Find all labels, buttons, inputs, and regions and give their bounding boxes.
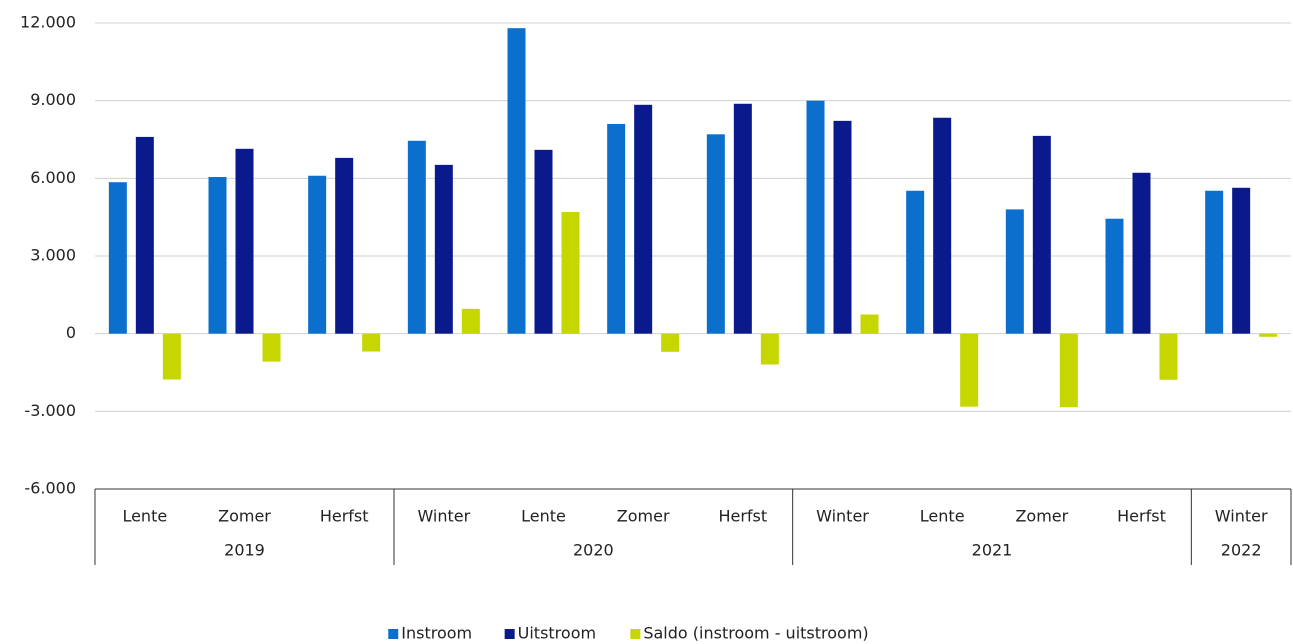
bar [706,134,725,334]
bar [534,149,553,334]
bar [607,123,626,334]
bar [162,333,181,380]
bar [806,100,825,334]
x-tick-label: Herfst [1117,507,1166,526]
bar [235,148,254,334]
legend-swatch [388,629,399,639]
bar [434,164,453,334]
x-tick-label: Lente [521,507,566,526]
bar [1259,333,1278,337]
x-tick-label: Lente [920,507,965,526]
x-tick-label: Winter [816,507,869,526]
bar [507,28,526,334]
legend-swatch [504,629,515,639]
bar [362,333,381,352]
x-tick-label: Zomer [1015,507,1068,526]
bar [1232,187,1251,334]
bar [1132,172,1151,334]
bar [860,314,879,334]
bar [108,182,127,334]
y-tick-label: -6.000 [24,479,76,498]
x-tick-label: Zomer [617,507,670,526]
y-tick-label: 3.000 [30,246,76,265]
bar [933,117,952,334]
x-tick-label: Herfst [718,507,767,526]
bar [634,104,653,334]
bar [906,190,925,334]
bar [733,103,752,334]
bar [407,140,426,334]
bar [335,157,354,334]
bar [760,333,779,365]
y-tick-label: -3.000 [24,401,76,420]
legend-label: Saldo (instroom - uitstroom) [643,624,868,643]
y-tick-label: 6.000 [30,168,76,187]
group-label: 2021 [972,541,1013,560]
bar [561,211,580,334]
group-label: 2020 [573,541,614,560]
group-label: 2022 [1221,541,1262,560]
bar [135,136,154,334]
x-tick-label: Lente [122,507,167,526]
bar [960,333,979,407]
bar [308,175,327,334]
bar [833,120,852,334]
bar [1032,135,1051,334]
group-label: 2019 [224,541,265,560]
x-tick-label: Winter [1215,507,1268,526]
bar [1059,333,1078,408]
x-tick-label: Winter [417,507,470,526]
x-tick-label: Zomer [218,507,271,526]
x-tick-label: Herfst [320,507,369,526]
legend-label: Uitstroom [518,624,596,643]
bar [262,333,281,362]
bar [661,333,680,352]
bar [1105,218,1124,334]
bar [1159,333,1178,380]
y-tick-label: 0 [66,323,76,342]
bar [208,177,227,334]
y-tick-label: 9.000 [30,90,76,109]
legend-label: Instroom [401,624,472,643]
bar [461,308,480,334]
y-tick-label: 12.000 [20,13,76,32]
legend-swatch [630,629,641,639]
bar [1205,190,1224,334]
bar [1005,209,1024,334]
